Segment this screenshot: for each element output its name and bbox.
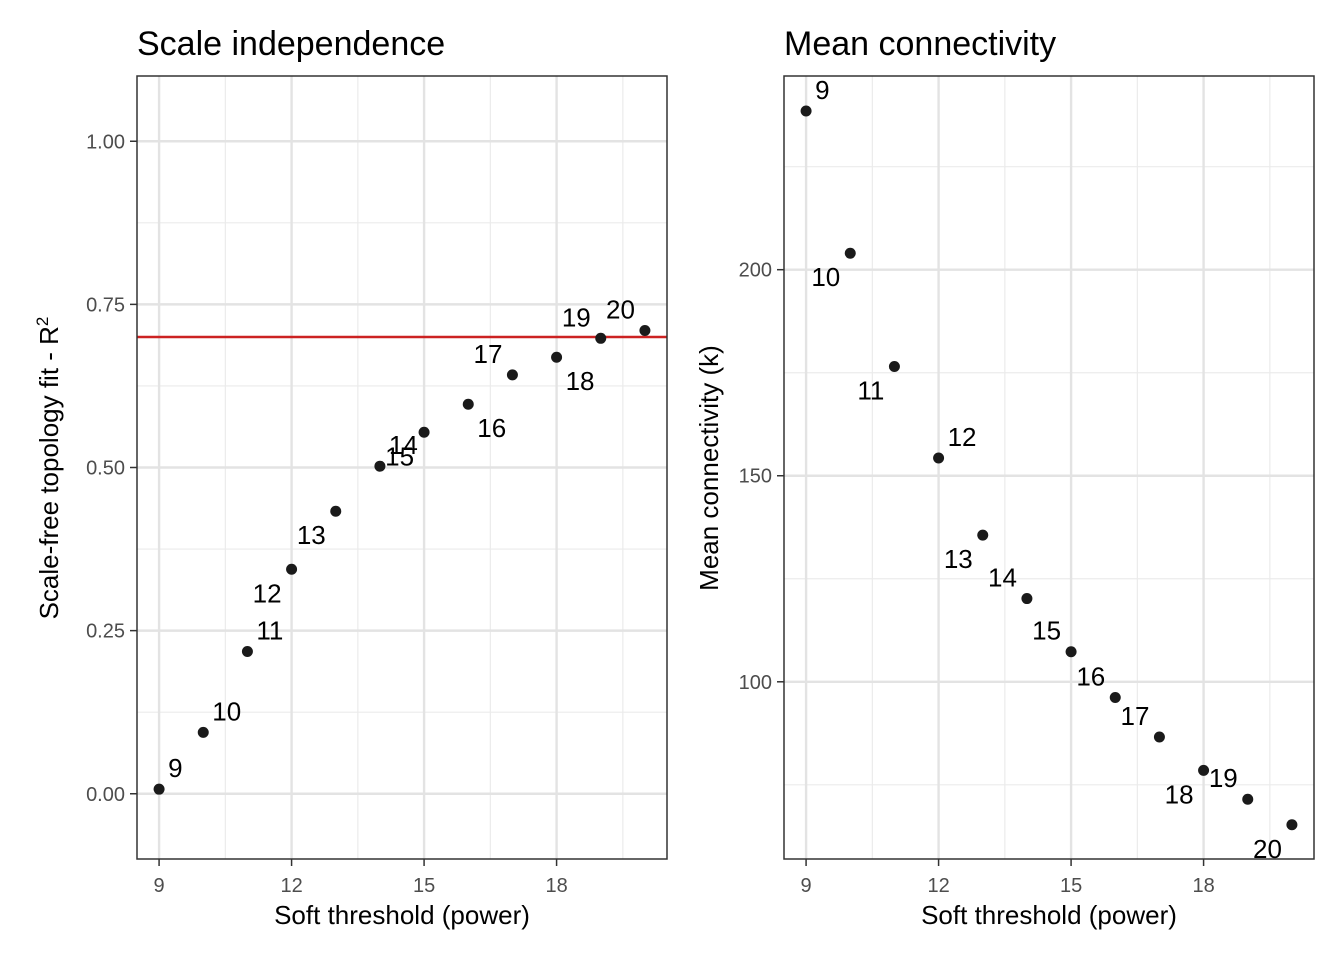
y-tick-label: 0.00 <box>86 784 125 806</box>
data-point-label: 19 <box>1209 763 1238 793</box>
y-axis-label-superscript: 2 <box>33 317 52 326</box>
data-point-label: 16 <box>477 413 506 443</box>
data-point <box>197 726 209 738</box>
data-point-label: 15 <box>1032 616 1061 646</box>
y-tick-label: 1.00 <box>86 131 125 153</box>
data-point-label: 11 <box>857 376 884 406</box>
data-point-label: 16 <box>1076 661 1105 691</box>
data-point <box>844 247 856 259</box>
data-point <box>977 529 989 541</box>
data-point <box>506 369 518 381</box>
data-point <box>888 361 900 373</box>
data-point-label: 14 <box>988 563 1017 593</box>
data-point <box>374 460 386 472</box>
panel-mean-connectivity: Mean connectivity 9 10 11 12 13 14 15 16 17 18 19 2… <box>694 25 1315 930</box>
data-point-label: 18 <box>566 366 595 396</box>
y-tick-label: 0.25 <box>86 621 125 643</box>
x-tick-label: 18 <box>1192 875 1214 897</box>
y-axis-label: Mean connectivity (k) <box>694 345 724 591</box>
grid <box>784 76 1314 859</box>
panel-scale-independence: Scale independence 910111213141516171819… <box>33 25 668 930</box>
panel-title: Mean connectivity <box>784 25 1056 63</box>
data-point <box>1153 731 1165 743</box>
data-point-label: 10 <box>212 696 241 726</box>
data-point <box>462 398 474 410</box>
data-point-label: 9 <box>815 75 829 105</box>
x-tick-label: 9 <box>801 875 812 897</box>
y-axis-label-text: Scale-free topology fit - R <box>34 326 64 619</box>
data-point <box>286 563 298 575</box>
x-axis-label: Soft threshold (power) <box>274 900 530 930</box>
panel-border <box>783 75 1315 860</box>
data-point-label: 18 <box>1165 779 1194 809</box>
grid <box>137 76 667 859</box>
x-tick-label: 9 <box>154 875 165 897</box>
data-point <box>933 452 945 464</box>
x-tick-label: 18 <box>545 875 567 897</box>
data-point <box>241 646 253 658</box>
x-tick-label: 15 <box>413 875 435 897</box>
data-point-label: 20 <box>606 294 635 324</box>
panel-background <box>784 76 1314 859</box>
data-point <box>1242 793 1254 805</box>
y-tick-label: 0.50 <box>86 458 125 480</box>
x-tick-label: 15 <box>1060 875 1082 897</box>
data-point-label: 13 <box>297 520 326 550</box>
y-axis-label: Scale-free topology fit - R2 <box>33 317 64 620</box>
data-point <box>1021 593 1033 605</box>
data-point-label: 10 <box>811 262 840 292</box>
data-point-label: 13 <box>944 544 973 574</box>
data-point <box>551 351 563 363</box>
data-point <box>639 324 651 336</box>
data-point <box>418 426 430 438</box>
data-point <box>800 105 812 117</box>
x-axis-label: Soft threshold (power) <box>921 900 1177 930</box>
y-tick-label: 150 <box>739 466 772 488</box>
data-point <box>1065 646 1077 658</box>
x-tick-label: 12 <box>280 875 302 897</box>
data-point-label: 17 <box>473 339 502 369</box>
panel-title: Scale independence <box>137 25 445 63</box>
data-point-label: 12 <box>948 422 977 452</box>
data-point-label: 14 <box>389 430 418 460</box>
data-point-label: 12 <box>253 578 282 608</box>
data-point <box>1198 764 1210 776</box>
data-point-label: 19 <box>562 302 591 332</box>
data-point-label: 17 <box>1120 701 1149 731</box>
data-point <box>595 332 607 344</box>
data-point-label: 11 <box>256 616 283 646</box>
data-point <box>153 783 165 795</box>
data-point-label: 9 <box>168 753 182 783</box>
y-tick-label: 0.75 <box>86 294 125 316</box>
y-tick-label: 100 <box>739 672 772 694</box>
data-point <box>330 505 342 517</box>
x-tick-label: 12 <box>927 875 949 897</box>
data-point-label: 15 <box>385 441 414 471</box>
data-point <box>1109 691 1121 703</box>
y-tick-label: 200 <box>739 260 772 282</box>
data-point <box>1286 819 1298 831</box>
